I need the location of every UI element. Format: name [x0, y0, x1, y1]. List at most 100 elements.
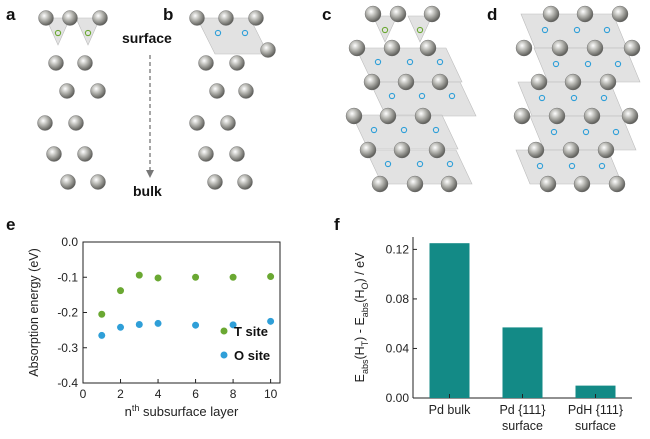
bar: [429, 243, 470, 398]
h-atom: [598, 162, 606, 170]
h-atom: [550, 128, 558, 136]
legend-marker: [219, 350, 229, 360]
x-tick-label: 6: [192, 387, 199, 401]
pd-atom: [48, 55, 64, 71]
o-site-point: [116, 323, 125, 332]
x-tick-label: 10: [264, 387, 278, 401]
y-tick-label: 0.08: [386, 292, 410, 306]
pd-atom: [515, 39, 533, 57]
scatter-chart-e: 0.0 -0.1 -0.2 -0.3 -0.40 2 4 6 8 10 Absorption ene…: [27, 235, 281, 419]
pd-atom: [542, 5, 560, 23]
pd-atom: [527, 141, 545, 159]
pd-atom: [548, 107, 566, 125]
polyhedron: [529, 115, 637, 151]
y-axis-label: Absorption energy (eV): [27, 248, 41, 377]
panel-label-c: c: [322, 5, 331, 24]
h-atom: [406, 58, 414, 66]
y-tick-label: 0.04: [386, 341, 410, 355]
pd-atom: [583, 107, 601, 125]
h-atom: [432, 126, 440, 134]
pd-atom: [207, 174, 223, 190]
panel-label-e: e: [6, 215, 15, 234]
pd-atom: [576, 5, 594, 23]
y-tick-label: -0.4: [57, 376, 78, 390]
h-atom: [84, 29, 92, 37]
o-site-point: [135, 320, 144, 329]
h-atom: [612, 128, 620, 136]
y-tick-label: 0.12: [386, 242, 410, 256]
pd-atom: [189, 10, 205, 26]
pd-atom: [414, 107, 432, 125]
bulk-label: bulk: [133, 183, 162, 199]
t-site-point: [97, 310, 106, 319]
y-tick-label: 0.0: [61, 235, 78, 249]
h-atom: [384, 160, 392, 168]
structure-panel-d: [513, 5, 641, 193]
polyhedron: [365, 149, 473, 185]
x-tick-label: 8: [230, 387, 237, 401]
pd-atom: [393, 141, 411, 159]
structure-panel-a: [37, 10, 108, 190]
h-atom: [538, 94, 546, 102]
polyhedron: [372, 15, 398, 43]
h-atom: [370, 126, 378, 134]
pd-atom: [198, 146, 214, 162]
legend-marker: [219, 326, 229, 336]
polyhedron: [533, 47, 641, 83]
t-site-point: [135, 271, 144, 280]
pd-atom: [220, 115, 236, 131]
pd-atom: [423, 5, 441, 23]
y-tick-label: -0.3: [57, 341, 78, 355]
surface-to-bulk-arrowhead: [146, 170, 154, 178]
pd-atom: [513, 107, 531, 125]
pd-atom: [530, 73, 548, 91]
t-site-point: [191, 273, 200, 282]
pd-atom: [229, 55, 245, 71]
pd-atom: [46, 146, 62, 162]
pd-atom: [68, 115, 84, 131]
h-atom: [416, 26, 424, 34]
pd-atom: [621, 107, 639, 125]
pd-atom: [198, 55, 214, 71]
polyhedron: [369, 81, 477, 117]
pd-atom: [389, 5, 407, 23]
bar-chart-f: 0.00 0.04 0.08 0.12 Pd bulk Pd {111} surface Pd…: [353, 237, 632, 433]
h-atom: [573, 26, 581, 34]
h-atom: [400, 126, 408, 134]
x-tick-label: PdH {111}: [568, 403, 623, 417]
pd-atom: [92, 10, 108, 26]
h-atom: [570, 94, 578, 102]
pd-atom: [383, 39, 401, 57]
h-atom: [603, 26, 611, 34]
pd-atom: [397, 73, 415, 91]
h-atom: [388, 92, 396, 100]
legend-label: T site: [234, 324, 268, 339]
pd-atom: [218, 10, 234, 26]
pd-atom: [237, 174, 253, 190]
t-site-point: [116, 286, 125, 295]
pd-atom: [348, 39, 366, 57]
h-atom: [241, 29, 249, 37]
y-tick-label: -0.2: [57, 306, 78, 320]
h-atom: [374, 58, 382, 66]
x-tick-label: 0: [80, 387, 87, 401]
x-tick-label: 2: [117, 387, 124, 401]
h-atom: [614, 60, 622, 68]
panel-label-d: d: [487, 5, 497, 24]
h-atom: [416, 160, 424, 168]
pd-atom: [60, 174, 76, 190]
o-site-point: [266, 317, 275, 326]
pd-atom: [586, 39, 604, 57]
pd-atom: [238, 83, 254, 99]
pd-atom: [599, 73, 617, 91]
pd-atom: [564, 73, 582, 91]
surface-label: surface: [122, 30, 172, 46]
pd-atom: [364, 5, 382, 23]
h-atom: [214, 29, 222, 37]
pd-atom: [597, 141, 615, 159]
polyhedron: [75, 17, 101, 46]
structure-panel-c: [345, 5, 477, 193]
y-tick-label: -0.1: [57, 270, 78, 284]
pd-atom: [62, 10, 78, 26]
